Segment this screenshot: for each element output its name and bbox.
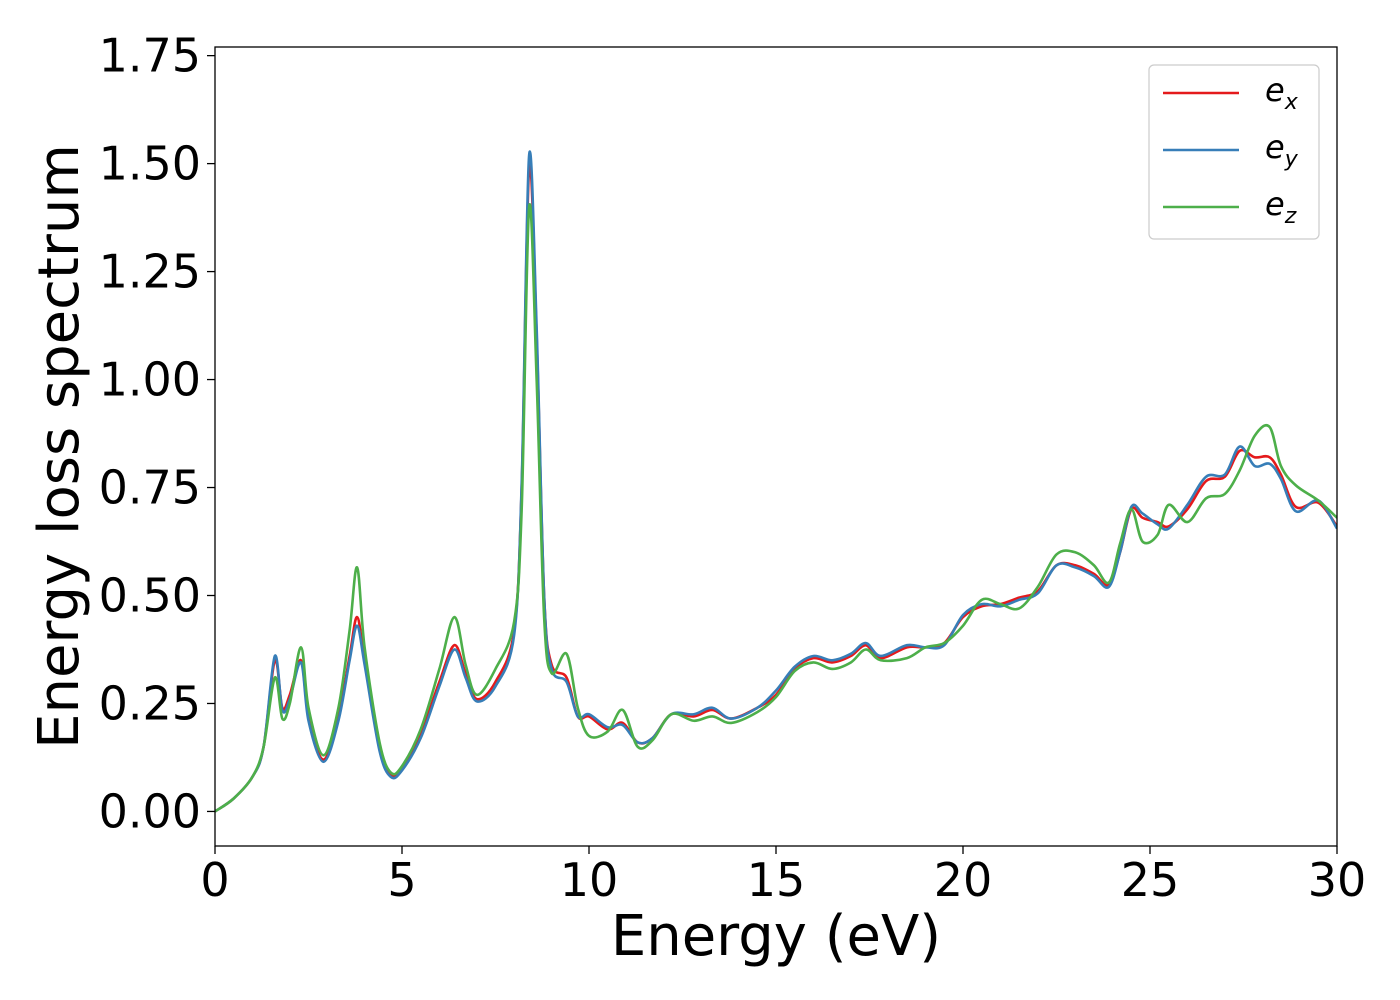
- series-line-z: [215, 203, 1337, 813]
- legend-label-z: ez: [1265, 185, 1297, 229]
- x-axis-ticks: 0 5 10 15 20 25 30: [200, 846, 1366, 907]
- x-tick-label: 0: [200, 853, 229, 907]
- x-tick-label: 20: [934, 853, 993, 907]
- y-tick-label: 1.25: [99, 245, 201, 299]
- legend-label-x: ex: [1265, 71, 1299, 115]
- legend-label-y: ey: [1265, 128, 1299, 172]
- x-tick-label: 30: [1308, 853, 1367, 907]
- x-tick-label: 5: [387, 853, 416, 907]
- y-axis-label: Energy loss spectrum: [27, 144, 92, 749]
- y-tick-label: 0.25: [99, 676, 201, 730]
- x-tick-label: 25: [1121, 853, 1180, 907]
- y-tick-label: 0.75: [99, 461, 201, 515]
- y-tick-label: 1.75: [99, 29, 201, 83]
- legend: ex ey ez: [1148, 64, 1320, 240]
- series-line-y: [215, 150, 1337, 813]
- y-tick-label: 0.00: [99, 784, 201, 838]
- y-axis-ticks: 0.00 0.25 0.50 0.75 1.00 1.25 1.50 1.75: [99, 29, 215, 838]
- x-tick-label: 10: [560, 853, 619, 907]
- x-axis-label: Energy (eV): [611, 904, 941, 969]
- legend-box: [1148, 64, 1320, 240]
- y-tick-label: 1.00: [99, 353, 201, 407]
- y-tick-label: 0.50: [99, 569, 201, 623]
- plot-lines: [215, 150, 1337, 813]
- x-tick-label: 15: [747, 853, 806, 907]
- y-tick-label: 1.50: [99, 137, 201, 191]
